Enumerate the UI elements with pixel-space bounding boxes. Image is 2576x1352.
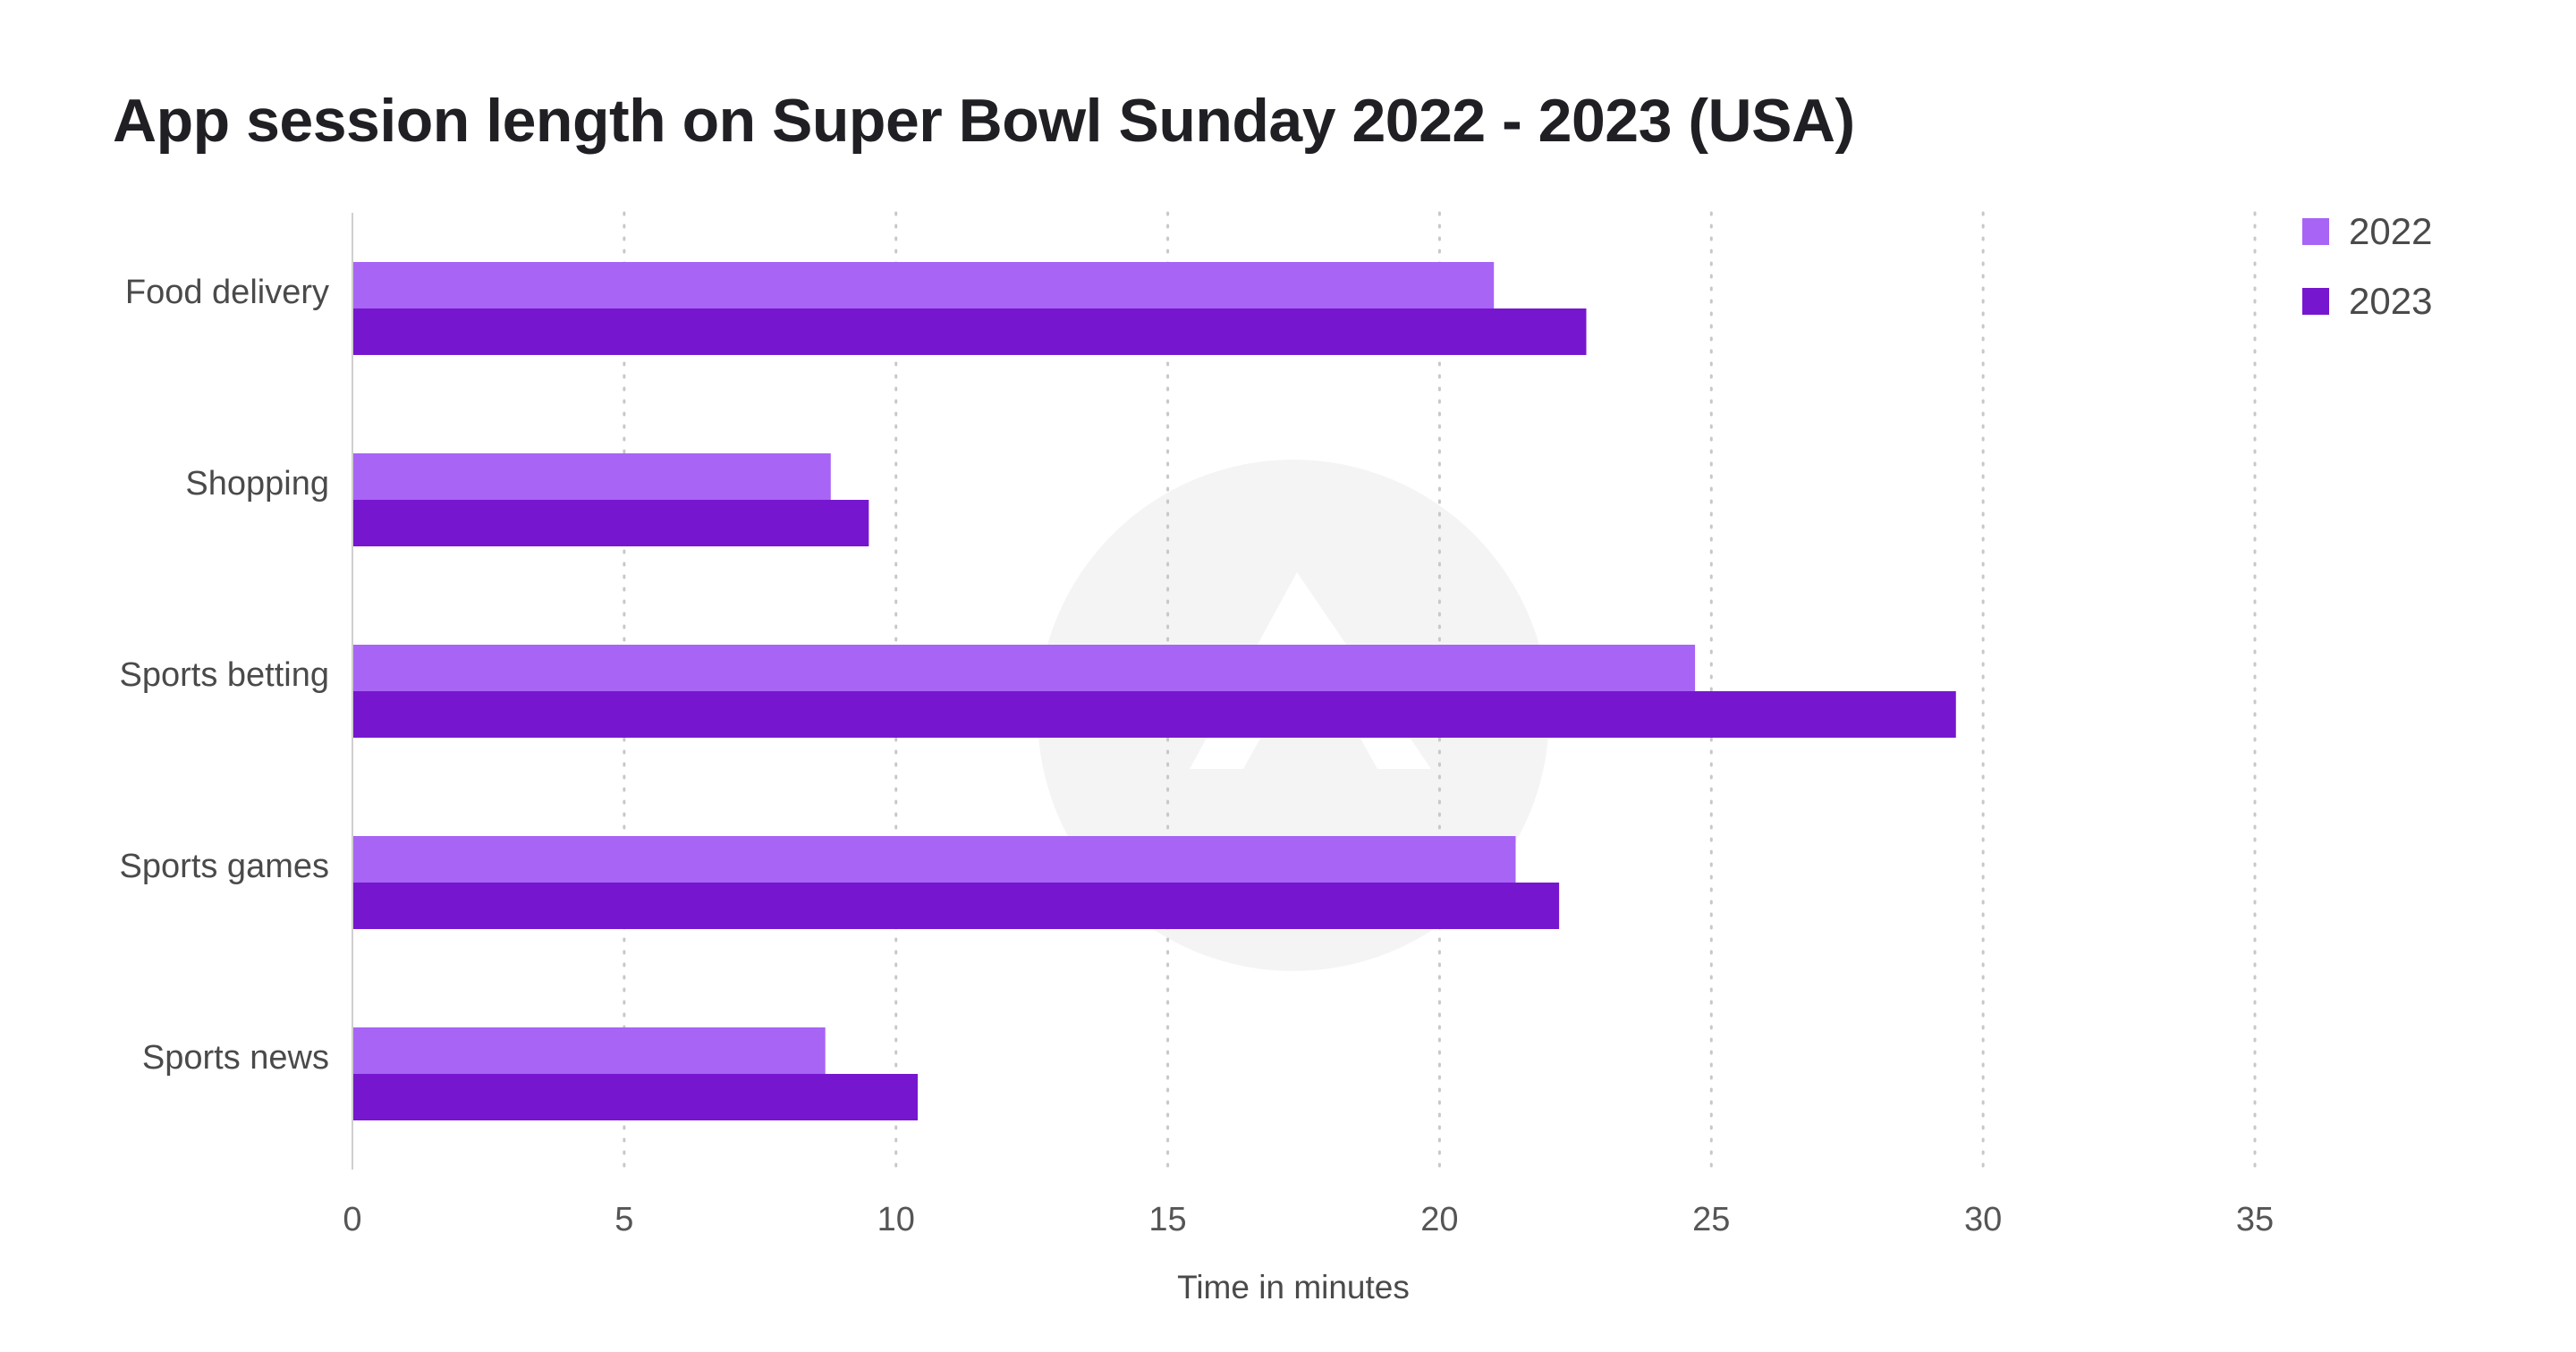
- bar-2023: [353, 1074, 919, 1120]
- x-tick-label: 25: [1692, 1201, 1730, 1238]
- legend-item-2022: 2022: [2302, 197, 2432, 266]
- x-tick-label: 0: [343, 1201, 361, 1238]
- category-labels: Food delivery Shopping Sports betting Sport…: [120, 274, 329, 1077]
- legend-label-2022: 2022: [2349, 210, 2433, 252]
- bar-2022: [353, 836, 1516, 883]
- category-label: Sports games: [120, 848, 329, 885]
- category-label: Food delivery: [125, 274, 329, 311]
- bar-2022: [353, 262, 1495, 308]
- bar-2023: [353, 308, 1587, 355]
- bar-2023: [353, 883, 1560, 929]
- x-axis-title: Time in minutes: [1177, 1269, 1410, 1306]
- legend-swatch-2023: [2302, 288, 2329, 315]
- x-tick-label: 15: [1148, 1201, 1186, 1238]
- x-tick-labels: 0 5 10 15 20 25 30 35: [343, 1201, 2274, 1238]
- legend: 2022 2023: [2302, 197, 2432, 336]
- x-tick-label: 10: [877, 1201, 915, 1238]
- bar-2023: [353, 691, 1956, 738]
- legend-swatch-2022: [2302, 218, 2329, 245]
- bars: [353, 262, 1956, 1120]
- chart-title: App session length on Super Bowl Sunday …: [113, 87, 1855, 155]
- bar-2022: [353, 453, 831, 500]
- x-tick-label: 35: [2236, 1201, 2274, 1238]
- legend-item-2023: 2023: [2302, 266, 2432, 336]
- category-label: Shopping: [185, 465, 329, 503]
- x-tick-label: 20: [1420, 1201, 1458, 1238]
- x-tick-label: 5: [614, 1201, 633, 1238]
- category-label: Sports news: [142, 1039, 329, 1077]
- bar-2022: [353, 645, 1696, 691]
- bar-2022: [353, 1027, 826, 1074]
- legend-label-2023: 2023: [2349, 280, 2433, 322]
- bar-2023: [353, 500, 869, 546]
- category-label: Sports betting: [120, 656, 329, 694]
- x-tick-label: 30: [1964, 1201, 2002, 1238]
